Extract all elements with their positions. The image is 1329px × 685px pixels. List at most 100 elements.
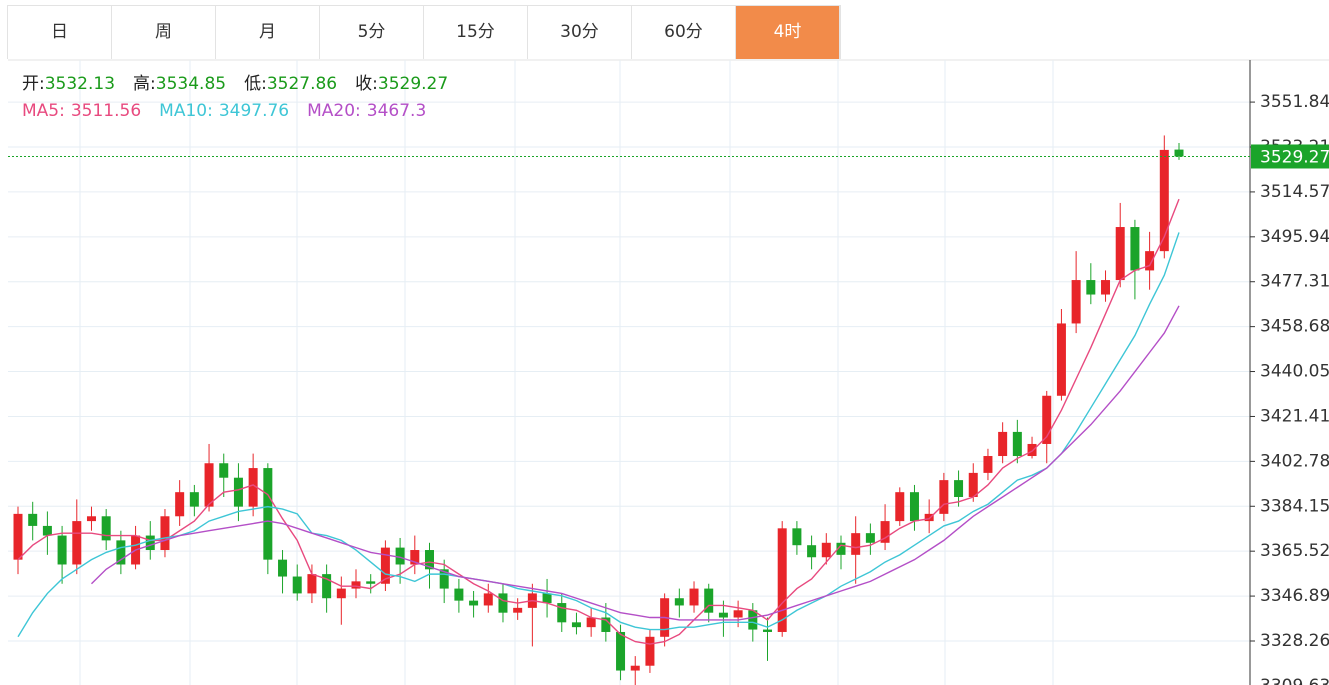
ohlc-label: 低: bbox=[244, 74, 267, 94]
candle-body bbox=[13, 513, 23, 560]
candle-body bbox=[1174, 149, 1184, 157]
ma-line bbox=[90, 305, 1180, 621]
candle-body bbox=[880, 521, 890, 543]
candle-body bbox=[807, 545, 817, 558]
candle-body bbox=[792, 528, 802, 546]
candle-body bbox=[542, 593, 552, 604]
candle-body bbox=[57, 535, 67, 565]
candle-body bbox=[1130, 227, 1140, 271]
period-tab[interactable]: 周 bbox=[112, 6, 216, 59]
candle-body bbox=[557, 603, 567, 623]
candle-body bbox=[204, 463, 214, 507]
y-tick-label: 3346.89 bbox=[1260, 586, 1329, 606]
candle-body bbox=[454, 588, 464, 601]
candle-body bbox=[513, 607, 523, 613]
ohlc-info: 开:3532.13 高:3534.85 低:3527.86 收:3529.27 bbox=[22, 74, 448, 94]
y-tick-label: 3402.78 bbox=[1260, 451, 1329, 471]
candle-body bbox=[322, 574, 332, 599]
candle-body bbox=[1086, 280, 1096, 295]
period-tab[interactable]: 30分 bbox=[528, 6, 632, 59]
y-tick-label: 3551.84 bbox=[1260, 92, 1329, 112]
candle-body bbox=[924, 513, 934, 522]
candle-body bbox=[674, 598, 684, 606]
candle-body bbox=[939, 480, 949, 514]
candle-body bbox=[1115, 227, 1125, 281]
ma-value: 3467.3 bbox=[367, 101, 426, 121]
candle-body bbox=[865, 533, 875, 543]
candle-body bbox=[909, 492, 919, 522]
candle-body bbox=[895, 492, 905, 522]
candle-body bbox=[763, 629, 773, 632]
candle-body bbox=[777, 528, 787, 632]
candle-body bbox=[160, 516, 170, 551]
period-tab[interactable]: 5分 bbox=[320, 6, 424, 59]
candle-body bbox=[704, 588, 714, 613]
period-tab[interactable]: 4时 bbox=[736, 6, 840, 59]
candle-body bbox=[42, 525, 52, 536]
last-price-label: 3529.27 bbox=[1260, 147, 1329, 167]
candle-body bbox=[439, 569, 449, 589]
candle-body bbox=[101, 516, 111, 541]
ma-legend: MA5: 3511.56 MA10: 3497.76 MA20: 3467.3 bbox=[22, 101, 426, 121]
ohlc-value: 3529.27 bbox=[378, 74, 448, 94]
candle-body bbox=[263, 468, 273, 560]
candle-body bbox=[821, 542, 831, 558]
candle-body bbox=[28, 513, 38, 526]
candle-body bbox=[233, 477, 243, 507]
y-tick-label: 3421.41 bbox=[1260, 406, 1329, 426]
candle-body bbox=[954, 480, 964, 497]
period-tab[interactable]: 月 bbox=[216, 6, 320, 59]
candle-body bbox=[1159, 149, 1169, 252]
period-tab[interactable]: 日 bbox=[8, 6, 112, 59]
candle-body bbox=[1027, 443, 1037, 457]
ohlc-label: 高: bbox=[133, 74, 156, 94]
candle-body bbox=[1071, 280, 1081, 324]
ohlc-value: 3527.86 bbox=[267, 74, 337, 94]
candle-body bbox=[718, 612, 728, 618]
candle-body bbox=[278, 559, 288, 577]
candle-body bbox=[645, 636, 655, 666]
candle-body bbox=[1056, 323, 1066, 396]
candle-body bbox=[586, 617, 596, 628]
ohlc-label: 收: bbox=[355, 74, 378, 94]
y-tick-label: 3477.31 bbox=[1260, 272, 1329, 292]
candle-body bbox=[351, 581, 361, 589]
candle-body bbox=[689, 588, 699, 606]
ma-line bbox=[17, 232, 1180, 638]
candle-body bbox=[1012, 431, 1022, 457]
candle-body bbox=[307, 574, 317, 594]
y-tick-label: 3495.94 bbox=[1260, 227, 1329, 247]
ohlc-value: 3534.85 bbox=[156, 74, 226, 94]
ma-value: 3497.76 bbox=[219, 101, 289, 121]
y-tick-label: 3365.52 bbox=[1260, 541, 1329, 561]
candle-body bbox=[292, 576, 302, 594]
candle-body bbox=[219, 463, 229, 478]
candle-body bbox=[1042, 395, 1052, 444]
candle-body bbox=[145, 535, 155, 551]
ma-name: MA20: bbox=[307, 101, 361, 121]
candle-body bbox=[616, 631, 626, 671]
candle-body bbox=[836, 542, 846, 555]
candle-body bbox=[175, 492, 185, 517]
y-tick-label: 3514.57 bbox=[1260, 182, 1329, 202]
ma-name: MA10: bbox=[159, 101, 213, 121]
candle-body bbox=[72, 521, 82, 565]
ma-name: MA5: bbox=[22, 101, 65, 121]
candle-body bbox=[601, 617, 611, 632]
ma-value: 3511.56 bbox=[71, 101, 141, 121]
y-tick-label: 3384.15 bbox=[1260, 496, 1329, 516]
period-tab[interactable]: 15分 bbox=[424, 6, 528, 59]
candle-body bbox=[498, 593, 508, 613]
candle-body bbox=[1101, 280, 1111, 295]
period-tab[interactable]: 60分 bbox=[632, 6, 736, 59]
y-tick-label: 3309.63 bbox=[1260, 676, 1329, 685]
candle-body bbox=[851, 533, 861, 555]
candle-body bbox=[998, 431, 1008, 457]
candle-body bbox=[380, 547, 390, 584]
candle-body bbox=[748, 610, 758, 630]
candle-body bbox=[86, 516, 96, 522]
candle-body bbox=[968, 472, 978, 497]
candle-body bbox=[395, 547, 405, 565]
